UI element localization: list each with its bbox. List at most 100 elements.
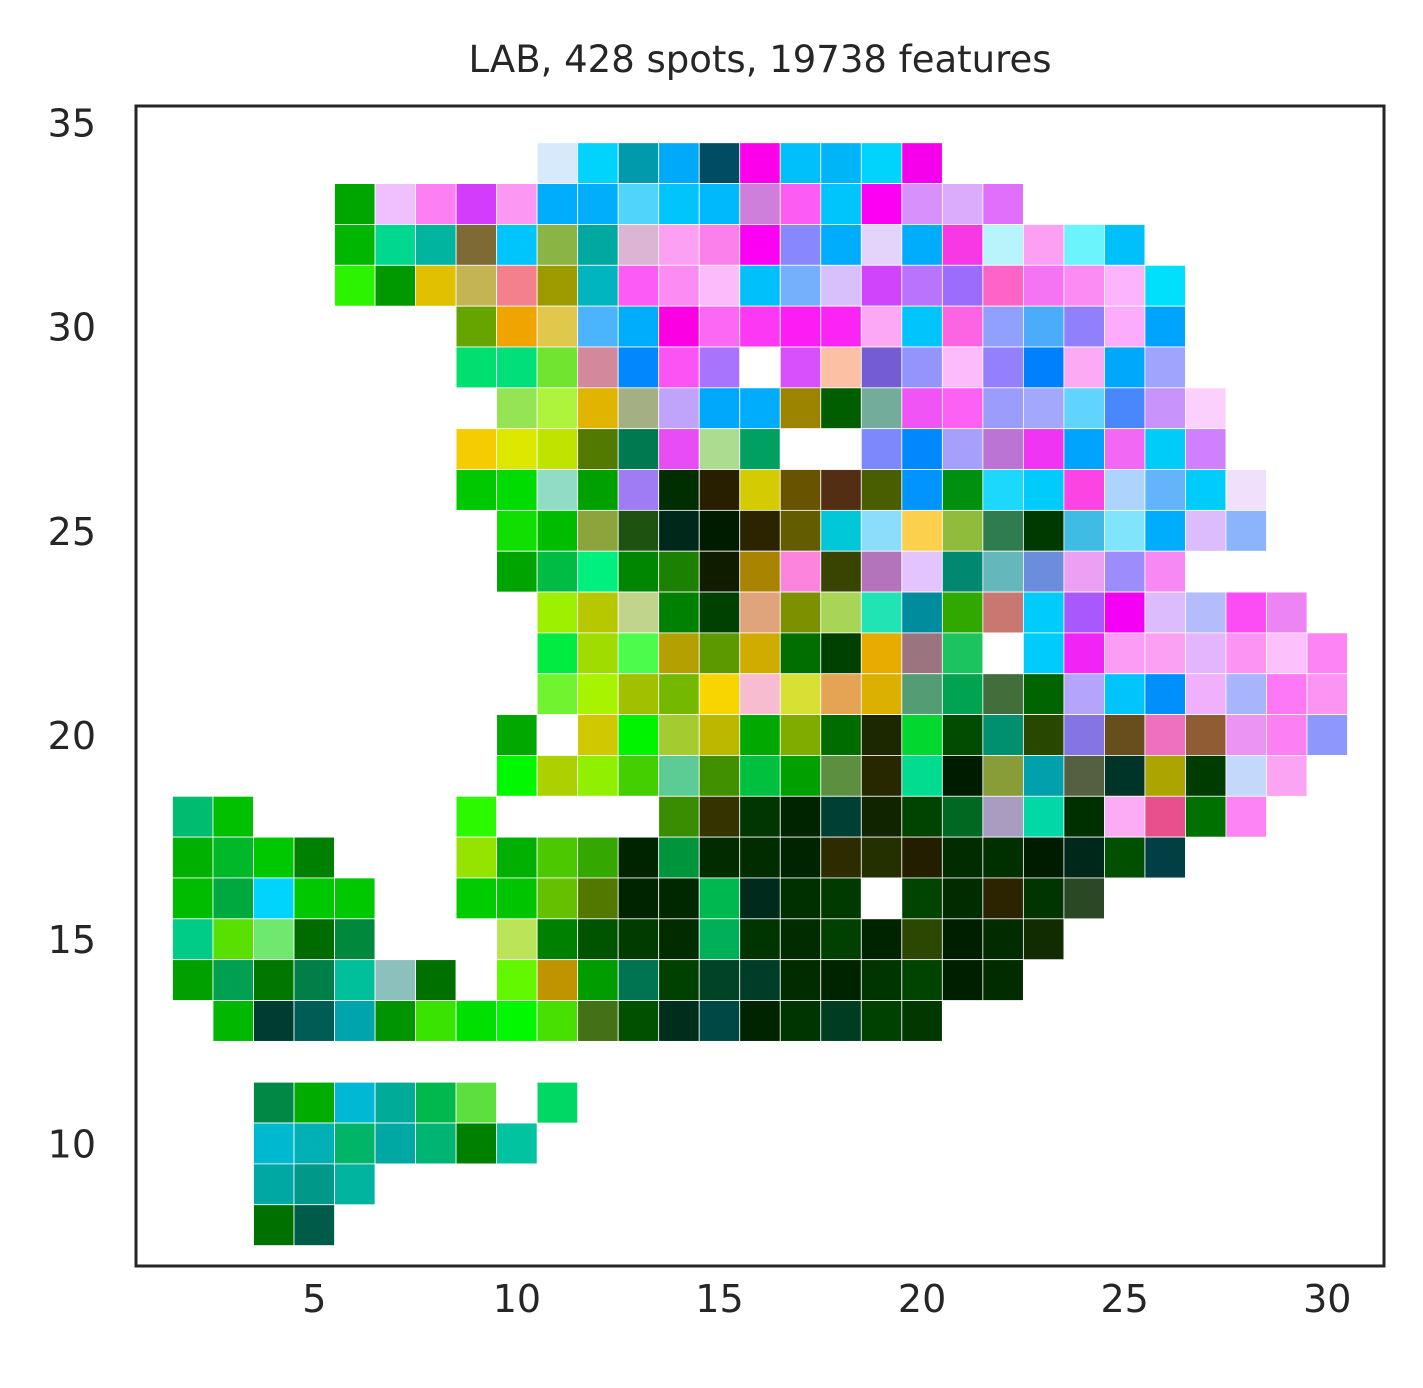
heatmap-cell-r16-c7 — [455, 795, 498, 838]
heatmap-cell-r14-c14 — [1063, 714, 1105, 756]
heatmap-cell-r17-c6 — [415, 836, 457, 879]
heatmap-cell-r3-c18 — [1063, 264, 1105, 307]
heatmap-cell-r16-c24 — [1144, 795, 1186, 838]
heatmap-cell-r9-c11 — [941, 509, 984, 552]
heatmap-cell-r4-c3 — [577, 305, 619, 348]
heatmap-cell-r7-c16 — [1104, 428, 1146, 470]
heatmap-cell-r15-c9 — [860, 755, 903, 797]
heatmap-cell-r19-c19 — [941, 918, 984, 961]
heatmap-cell-r14-c10 — [901, 714, 943, 756]
heatmap-cell-r21-c0 — [212, 1000, 254, 1042]
y-tick-label-30: 30 — [48, 306, 96, 350]
heatmap-cell-r18-c15 — [779, 877, 822, 920]
heatmap-cell-r15-c17 — [1185, 755, 1227, 797]
heatmap-cell-r16-c2 — [253, 795, 295, 838]
heatmap-cell-r16-c16 — [820, 795, 862, 838]
heatmap-cell-r5-c10 — [860, 346, 903, 389]
heatmap-cell-r17-c16 — [820, 836, 862, 879]
heatmap-cell-r7-c4 — [617, 428, 660, 470]
heatmap-cell-r4-c12 — [941, 305, 984, 348]
heatmap-cell-r1-c11 — [779, 183, 822, 225]
heatmap-cell-r3-c13 — [860, 264, 903, 307]
heatmap-cell-r17-c24 — [1144, 836, 1186, 879]
heatmap-cell-r9-c12 — [982, 509, 1024, 552]
heatmap-cell-r17-c10 — [577, 836, 619, 879]
heatmap-cell-r20-c6 — [415, 959, 457, 1001]
heatmap-cell-r10-c2 — [577, 550, 619, 593]
heatmap-cell-r1-c14 — [901, 183, 943, 225]
heatmap-cell-r5-c8 — [779, 346, 822, 389]
heatmap-cell-r18-c14 — [739, 877, 781, 920]
heatmap-cell-r20-c12 — [658, 959, 700, 1001]
heatmap-cell-r18-c0 — [172, 877, 214, 920]
heatmap-cell-r16-c6 — [415, 795, 457, 838]
heatmap-cell-r3-c9 — [698, 264, 741, 307]
heatmap-cell-r1-c13 — [860, 183, 903, 225]
heatmap-cell-r16-c9 — [536, 795, 579, 838]
heatmap-cell-r11-c14 — [1104, 591, 1146, 634]
heatmap-cell-r21-c5 — [415, 1000, 457, 1042]
heatmap-cell-r14-c4 — [658, 714, 700, 756]
heatmap-cell-r9-c1 — [536, 509, 579, 552]
heatmap-cell-r17-c11 — [617, 836, 660, 879]
heatmap-cell-r19-c9 — [536, 918, 579, 961]
heatmap-cell-r17-c21 — [1022, 836, 1065, 879]
heatmap-cell-r12-c13 — [1063, 632, 1105, 675]
heatmap-cell-r11-c3 — [658, 591, 700, 634]
heatmap-cell-r15-c0 — [496, 755, 538, 797]
heatmap-cell-r4-c14 — [1022, 305, 1065, 348]
heatmap-cell-r19-c18 — [901, 918, 943, 961]
heatmap-cell-r20-c10 — [577, 959, 619, 1001]
heatmap-cell-r2-c18 — [1063, 224, 1105, 266]
heatmap-cell-r2-c2 — [415, 224, 457, 266]
heatmap-cell-r3-c8 — [658, 264, 700, 307]
heatmap-cell-r14-c20 — [1306, 714, 1348, 756]
heatmap-cell-r24-c2 — [334, 1163, 376, 1206]
heatmap-cell-r1-c7 — [617, 183, 660, 225]
heatmap-cell-r11-c0 — [536, 591, 579, 634]
y-tick-label-15: 15 — [48, 918, 96, 962]
heatmap-cell-r14-c6 — [739, 714, 781, 756]
heatmap-cell-r1-c9 — [698, 183, 741, 225]
heatmap-cell-r23-c3 — [374, 1122, 416, 1165]
heatmap-cell-r12-c8 — [860, 632, 903, 675]
heatmap-cell-r6-c1 — [536, 387, 579, 430]
heatmap-cell-r11-c6 — [779, 591, 822, 634]
heatmap-cell-r19-c6 — [415, 918, 457, 961]
heatmap-cell-r8-c9 — [820, 469, 862, 511]
y-tick-label-35: 35 — [48, 101, 96, 145]
heatmap-cell-r23-c2 — [334, 1122, 376, 1165]
heatmap-cell-r13-c10 — [941, 673, 984, 715]
heatmap-cell-r6-c7 — [779, 387, 822, 430]
heatmap-cell-r12-c0 — [536, 632, 579, 675]
heatmap-cells — [172, 142, 1348, 1246]
heatmap-cell-r12-c9 — [901, 632, 943, 675]
heatmap-cell-r23-c1 — [293, 1122, 335, 1165]
heatmap-cell-r17-c0 — [172, 836, 214, 879]
heatmap-cell-r4-c6 — [698, 305, 741, 348]
heatmap-cell-r22-c6 — [496, 1081, 538, 1124]
heatmap-cell-r21-c12 — [698, 1000, 741, 1042]
heatmap-cell-r14-c17 — [1185, 714, 1227, 756]
heatmap-cell-r17-c7 — [455, 836, 498, 879]
heatmap-cell-r2-c7 — [617, 224, 660, 266]
heatmap-cell-r2-c15 — [941, 224, 984, 266]
heatmap-cell-r2-c6 — [577, 224, 619, 266]
heatmap-cell-r16-c14 — [739, 795, 781, 838]
heatmap-cell-r2-c8 — [658, 224, 700, 266]
heatmap-cell-r15-c15 — [1104, 755, 1146, 797]
heatmap-cell-r20-c9 — [536, 959, 579, 1001]
heatmap-cell-r14-c19 — [1266, 714, 1308, 756]
heatmap-cell-r21-c4 — [374, 1000, 416, 1042]
heatmap-cell-r9-c8 — [820, 509, 862, 552]
heatmap-cell-r10-c5 — [698, 550, 741, 593]
heatmap-cell-r14-c7 — [779, 714, 822, 756]
heatmap-cell-r22-c1 — [293, 1081, 335, 1124]
heatmap-cell-r13-c17 — [1225, 673, 1267, 715]
heatmap-cell-r10-c13 — [1022, 550, 1065, 593]
heatmap-cell-r16-c26 — [1225, 795, 1267, 838]
heatmap-cell-r4-c5 — [658, 305, 700, 348]
heatmap-cell-r18-c9 — [536, 877, 579, 920]
heatmap-cell-r17-c19 — [941, 836, 984, 879]
heatmap-cell-r3-c17 — [1022, 264, 1065, 307]
